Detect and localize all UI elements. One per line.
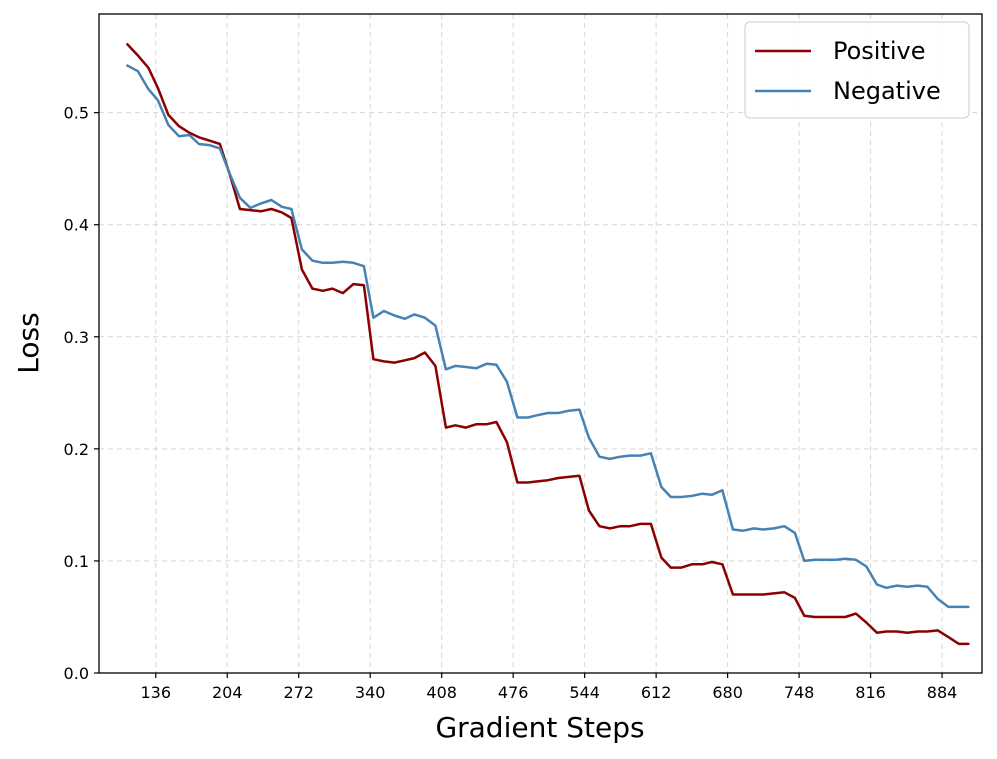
- x-tick-label: 544: [569, 683, 600, 702]
- x-tick-label: 884: [927, 683, 958, 702]
- y-tick-label: 0.1: [64, 552, 89, 571]
- y-tick-label: 0.0: [64, 664, 89, 683]
- axis-ticks: 136 204 272 340 408 476 544 612 680 748 816 884 0.0 0…: [64, 104, 958, 702]
- plot-frame: [98, 13, 983, 674]
- y-tick-label: 0.3: [64, 328, 89, 347]
- legend-label-positive: Positive: [833, 37, 926, 65]
- x-tick-label: 748: [784, 683, 815, 702]
- x-tick-label: 612: [641, 683, 672, 702]
- legend-box: [744, 21, 970, 119]
- x-tick-label: 408: [426, 683, 457, 702]
- x-tick-label: 680: [712, 683, 743, 702]
- y-axis-label: Loss: [12, 312, 45, 373]
- x-tick-label: 136: [140, 683, 171, 702]
- legend: Positive Negative: [744, 21, 970, 119]
- x-tick-label: 272: [283, 683, 314, 702]
- x-tick-label: 476: [498, 683, 529, 702]
- x-tick-label: 204: [212, 683, 243, 702]
- y-tick-label: 0.2: [64, 440, 89, 459]
- legend-label-negative: Negative: [833, 77, 941, 105]
- x-axis-label: Gradient Steps: [435, 711, 644, 744]
- series-line-positive: [126, 43, 970, 646]
- x-tick-label: 816: [855, 683, 886, 702]
- series-line-negative: [126, 64, 970, 609]
- y-tick-label: 0.4: [64, 216, 89, 235]
- y-tick-label: 0.5: [64, 104, 89, 123]
- x-tick-label: 340: [355, 683, 386, 702]
- series-lines: [126, 43, 970, 646]
